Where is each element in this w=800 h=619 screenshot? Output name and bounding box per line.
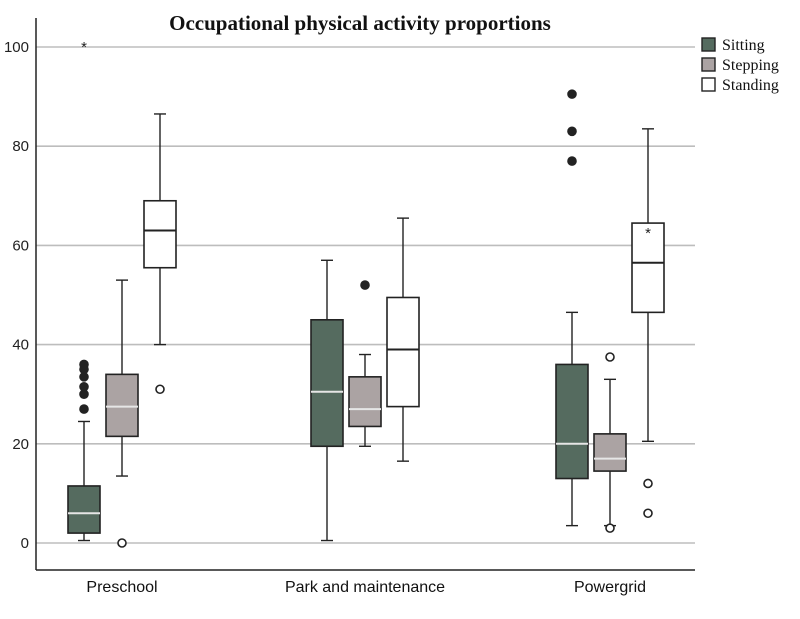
outlier-point [79,404,89,414]
box-rect [386,296,420,408]
box-sitting: * [67,39,101,542]
box-rect [631,222,665,314]
box-rect [555,363,589,480]
y-tick-label: 20 [12,436,29,453]
y-tick-label: 60 [12,237,29,254]
box-rect [105,373,139,438]
y-tick-label: 100 [4,39,29,56]
outlier-point [79,381,89,392]
extreme-marker: * [645,225,651,242]
extreme-marker: * [81,39,87,56]
category-label: Preschool [86,579,157,596]
outlier-point [643,478,653,489]
chart-title: Occupational physical activity proportio… [169,11,551,35]
category-label: Park and maintenance [285,579,445,596]
legend-swatch-stepping [701,57,716,72]
box-standing [143,113,177,395]
box-standing [386,217,420,462]
outlier-point [605,352,615,362]
legend-label-sitting: Sitting [722,37,765,54]
box-rect [67,485,101,534]
legend-swatch-sitting [701,37,716,52]
box-rect [310,318,344,448]
outlier-point [155,384,165,395]
legend-label-stepping: Stepping [722,57,779,74]
outlier-point [360,280,370,290]
y-axis-ticks: 0 20 40 60 80 100 [4,39,29,552]
x-axis-categories: Preschool Park and maintenance Powergrid [86,579,646,596]
outlier-point [567,126,577,137]
box-rect [593,433,627,472]
category-label: Powergrid [574,579,646,596]
box-sitting [555,89,589,527]
y-tick-label: 0 [21,535,29,552]
legend-label-standing: Standing [722,77,779,94]
outlier-point [79,359,89,370]
outlier-point [567,156,577,166]
box-standing: * [631,128,665,519]
outlier-point [567,89,577,99]
outlier-point [117,538,127,548]
box-stepping [348,280,382,447]
legend-swatch-standing [701,77,716,92]
y-tick-label: 80 [12,138,29,155]
outlier-point [605,523,615,533]
box-stepping [593,352,627,533]
y-tick-label: 40 [12,337,29,354]
outlier-point [643,508,653,519]
box-groups: ** [67,39,665,548]
box-rect [348,376,382,428]
box-sitting [310,259,344,542]
axes [35,18,695,571]
legend: Sitting Stepping Standing [701,37,779,94]
box-stepping [105,279,139,548]
box-rect [143,199,177,269]
